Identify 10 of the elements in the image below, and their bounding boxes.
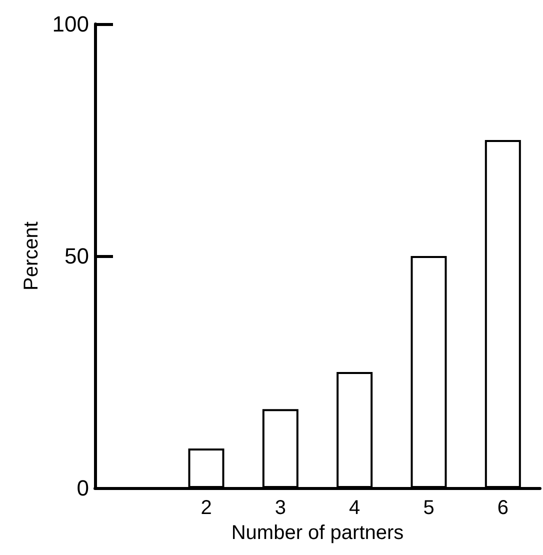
y-tick-label: 0: [76, 476, 89, 500]
y-tick-label: 50: [64, 244, 89, 268]
x-tick-label: 3: [274, 497, 286, 519]
y-tick-label: 100: [52, 12, 89, 36]
x-axis-title: Number of partners: [231, 522, 404, 544]
x-tick-label: 6: [497, 497, 508, 519]
x-tick-label: 2: [200, 497, 212, 519]
y-axis-title: Percent: [20, 221, 42, 290]
x-tick-label: 5: [423, 497, 434, 519]
x-tick-label: 4: [349, 497, 360, 519]
